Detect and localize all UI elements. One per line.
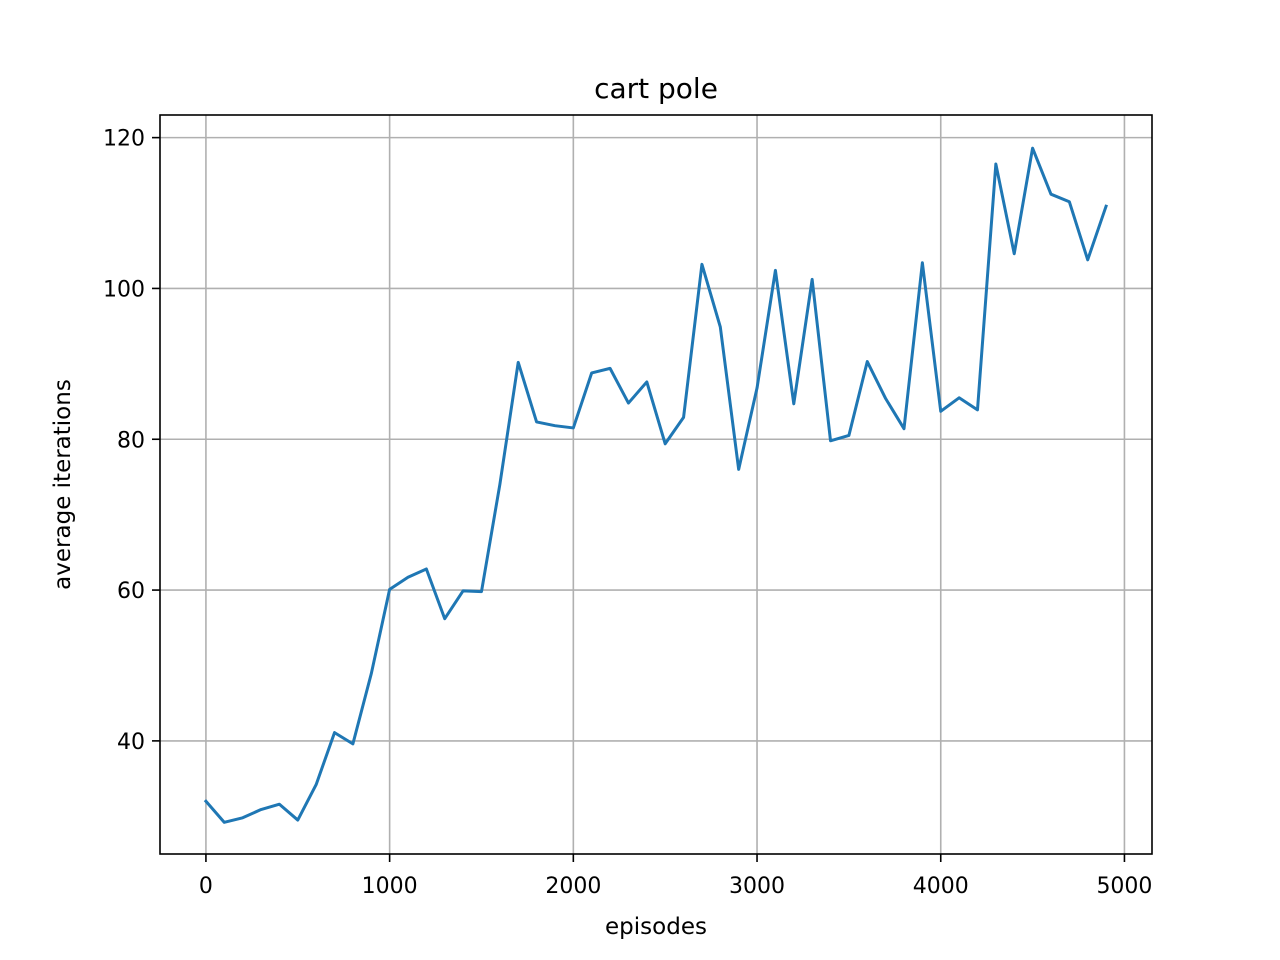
y-tick-label: 60: [117, 579, 145, 604]
x-tick-label: 5000: [1096, 874, 1152, 899]
y-axis-label: average iterations: [50, 379, 76, 590]
series-line: [203, 146, 1108, 824]
x-tick-label: 3000: [729, 874, 785, 899]
series-layer: [203, 146, 1108, 824]
x-tick-label: 0: [199, 874, 213, 899]
x-tick-label: 1000: [362, 874, 418, 899]
x-tick-label: 2000: [545, 874, 601, 899]
y-tick-label: 80: [117, 428, 145, 453]
y-tick-label: 120: [103, 127, 145, 152]
x-tick-label: 4000: [913, 874, 969, 899]
plot-frame: [159, 114, 1153, 855]
y-tick-label: 40: [117, 730, 145, 755]
chart-title: cart pole: [594, 72, 718, 105]
axis-ticks: 0 1000 2000 3000 4000 5000 40 60 80 100 120: [103, 127, 1152, 899]
y-tick-label: 100: [103, 277, 145, 302]
x-axis-label: episodes: [605, 914, 707, 940]
